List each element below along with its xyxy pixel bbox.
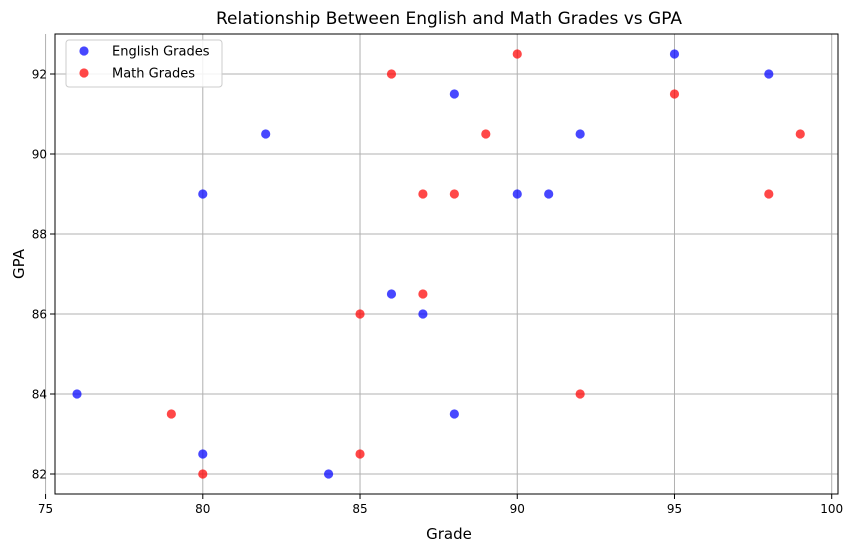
data-point-english (261, 129, 271, 139)
x-tick-label: 90 (510, 502, 525, 516)
x-tick-label: 80 (195, 502, 210, 516)
axis-ticks: 75 80 85 90 95 100 82 84 86 88 90 92 (32, 68, 843, 517)
legend-label-english: English Grades (112, 45, 210, 60)
data-point-english (575, 129, 585, 139)
data-point-english (72, 389, 82, 399)
data-point-math (418, 289, 428, 299)
data-point-math (166, 409, 176, 419)
data-point-math (575, 389, 585, 399)
grid (45, 34, 838, 494)
data-point-math (449, 189, 459, 199)
y-tick-label: 92 (32, 68, 47, 82)
x-tick-label: 100 (820, 502, 843, 516)
data-point-english (544, 189, 554, 199)
data-point-math (512, 49, 522, 59)
legend-box (65, 39, 223, 88)
data-point-english (198, 449, 208, 459)
y-axis-label: GPA (10, 248, 28, 279)
data-point-english (323, 469, 334, 479)
x-axis-label: Grade (426, 525, 472, 543)
plot-frame (54, 33, 839, 495)
legend-marker-math (79, 68, 89, 78)
data-points (72, 49, 805, 479)
data-point-math (355, 309, 365, 319)
data-point-math (198, 469, 208, 479)
data-point-english (449, 409, 459, 419)
data-point-english (449, 89, 459, 99)
data-point-english (418, 309, 428, 319)
data-point-math (669, 89, 680, 99)
x-tick-label: 85 (352, 502, 367, 516)
y-tick-label: 82 (32, 468, 47, 482)
x-tick-label: 75 (38, 502, 53, 516)
legend: English Grades Math Grades (65, 39, 223, 88)
data-point-math (764, 189, 774, 199)
legend-marker-english (79, 46, 89, 56)
data-point-math (355, 449, 365, 459)
data-point-english (669, 49, 680, 59)
data-point-math (418, 189, 428, 199)
legend-label-math: Math Grades (112, 67, 195, 82)
y-tick-label: 88 (32, 228, 47, 242)
chart-title: Relationship Between English and Math Gr… (216, 9, 682, 29)
data-point-english (386, 289, 397, 299)
x-tick-label: 95 (667, 502, 682, 516)
data-point-math (386, 69, 397, 79)
y-tick-label: 90 (32, 148, 47, 162)
y-tick-label: 86 (32, 308, 47, 322)
data-point-english (512, 189, 522, 199)
data-point-math (795, 129, 805, 139)
y-tick-label: 84 (32, 388, 47, 402)
data-point-english (198, 189, 208, 199)
data-point-math (481, 129, 491, 139)
data-point-english (764, 69, 774, 79)
